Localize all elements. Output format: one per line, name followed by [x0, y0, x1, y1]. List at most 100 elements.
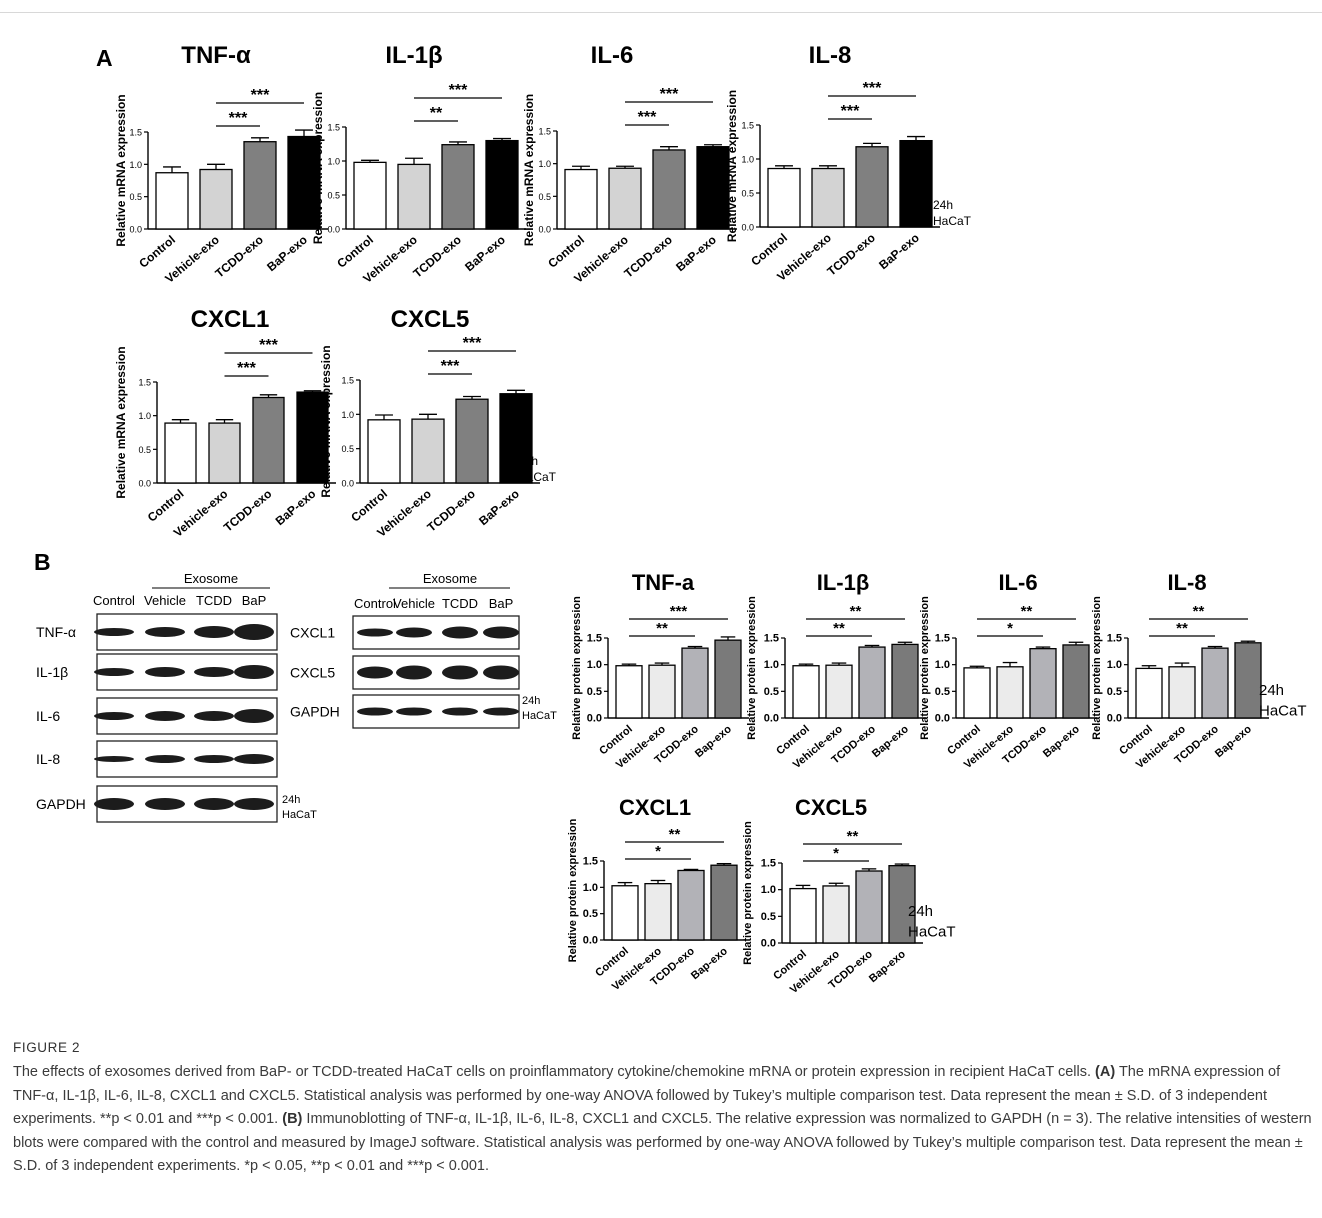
y-tick-label: 0.5: [583, 908, 598, 920]
y-axis-label: Relative protein expression: [742, 821, 754, 965]
blot-band: [194, 667, 234, 677]
significance-label: *: [1007, 620, 1013, 637]
cell-label: HaCaT: [933, 214, 972, 228]
x-tick-label: Control: [348, 487, 390, 525]
y-axis-label: Relative mRNA expression: [311, 92, 325, 244]
bar: [822, 885, 850, 944]
y-tick-label: 1.0: [761, 884, 776, 896]
bar: [155, 172, 189, 230]
y-tick-label: 0.5: [538, 192, 551, 202]
x-tick-label: Bap-exo: [693, 723, 734, 760]
time-label: 24h: [518, 454, 538, 468]
chart-title: IL-8: [809, 42, 852, 69]
chart-7: TNF-a 0.0 0.5 1.0 1.5 Relative protein expres…: [571, 570, 749, 771]
significance-label: *: [655, 843, 661, 860]
chart-title: TNF-a: [632, 570, 695, 595]
blot-band: [442, 626, 478, 639]
condition-notes: 24h HaCaT 24h HaCaT 24h HaCaT 24h HaCaT 24h HaCaT…: [282, 198, 1307, 940]
bar: [891, 643, 919, 719]
y-tick-label: 1.5: [1107, 633, 1122, 645]
cell-label: HaCaT: [908, 923, 956, 940]
y-tick-label: 0.5: [764, 686, 779, 698]
exosome-label: Exosome: [423, 571, 477, 586]
y-tick-label: 0.5: [761, 911, 776, 923]
chart-9: IL-6 0.0 0.5 1.0 1.5 Relative protein express…: [919, 570, 1097, 771]
bar: [1201, 647, 1229, 719]
y-tick-label: 1.5: [327, 123, 340, 133]
y-tick-label: 1.5: [138, 378, 151, 388]
bar: [252, 396, 285, 484]
bar: [652, 149, 686, 230]
bar: [888, 865, 916, 944]
bar: [353, 161, 387, 230]
chart-title: IL-1β: [817, 570, 870, 595]
y-tick-label: 1.0: [587, 659, 602, 671]
significance-label: ***: [449, 82, 468, 99]
blot-band: [94, 756, 134, 762]
significance-label: ***: [638, 109, 657, 126]
y-axis-label: Relative mRNA expression: [114, 346, 128, 498]
x-tick-label: TCDD-exo: [212, 233, 265, 281]
y-tick-label: 0.0: [587, 713, 602, 725]
lane-label: TCDD: [196, 593, 232, 608]
y-tick-label: 0.5: [327, 191, 340, 201]
figure-caption: FIGURE 2 The effects of exosomes derived…: [13, 1040, 1313, 1179]
y-tick-label: 1.0: [1107, 659, 1122, 671]
caption-text: The effects of exosomes derived from BaP…: [13, 1064, 1312, 1174]
blot-band: [94, 668, 134, 676]
y-tick-label: 0.0: [1107, 713, 1122, 725]
blot-band: [483, 707, 519, 716]
cell-label: HaCaT: [282, 809, 317, 821]
y-tick-label: 1.5: [341, 376, 354, 386]
y-tick-label: 1.5: [935, 633, 950, 645]
chart-title: IL-1β: [385, 42, 442, 69]
blot-row-label: IL-8: [36, 751, 60, 767]
y-tick-label: 1.5: [741, 121, 754, 131]
bar: [485, 139, 519, 230]
y-tick-label: 0.0: [129, 225, 142, 235]
chart-10: IL-8 0.0 0.5 1.0 1.5 Relative protein express…: [1091, 570, 1269, 771]
chart-6: CXCL5 0.0 0.5 1.0 1.5 Relative mRNA expressio…: [319, 306, 540, 540]
blot-band: [145, 798, 185, 810]
y-tick-label: 1.0: [764, 659, 779, 671]
x-tick-label: BaP-exo: [876, 231, 922, 273]
x-tick-label: BaP-exo: [273, 487, 319, 529]
significance-label: ***: [441, 358, 460, 375]
chart-8: IL-1β 0.0 0.5 1.0 1.5 Relative protein expres…: [746, 570, 926, 771]
y-tick-label: 0.0: [764, 713, 779, 725]
y-tick-label: 0.0: [583, 935, 598, 947]
bar: [564, 168, 598, 230]
bar: [367, 419, 401, 484]
y-tick-label: 0.5: [1107, 686, 1122, 698]
significance-label: ***: [259, 337, 278, 354]
x-tick-label: BaP-exo: [673, 233, 719, 275]
top-divider: [0, 12, 1322, 13]
blot-band: [94, 628, 134, 636]
chart-title: IL-8: [1167, 570, 1206, 595]
blot-band: [357, 666, 393, 679]
y-tick-label: 0.0: [935, 713, 950, 725]
bar: [1135, 667, 1163, 719]
chart-title: CXCL5: [795, 795, 867, 820]
significance-label: ***: [863, 80, 882, 97]
x-tick-label: BaP-exo: [476, 487, 522, 529]
x-tick-label: Control: [334, 233, 376, 271]
panel-b-label: B: [34, 549, 51, 575]
time-label: 24h: [933, 198, 953, 212]
y-axis-label: Relative protein expression: [1091, 596, 1103, 740]
blot-band: [483, 665, 519, 680]
bar: [825, 664, 853, 719]
y-tick-label: 0.0: [538, 225, 551, 235]
blot-band: [194, 755, 234, 763]
chart-5: CXCL1 0.0 0.5 1.0 1.5 Relative mRNA expressio…: [114, 306, 336, 540]
bar: [714, 639, 742, 719]
blot-band: [194, 711, 234, 721]
chart-title: TNF-α: [181, 42, 251, 69]
lane-label: BaP: [489, 596, 514, 611]
bar: [710, 864, 738, 941]
y-tick-label: 0.0: [327, 225, 340, 235]
